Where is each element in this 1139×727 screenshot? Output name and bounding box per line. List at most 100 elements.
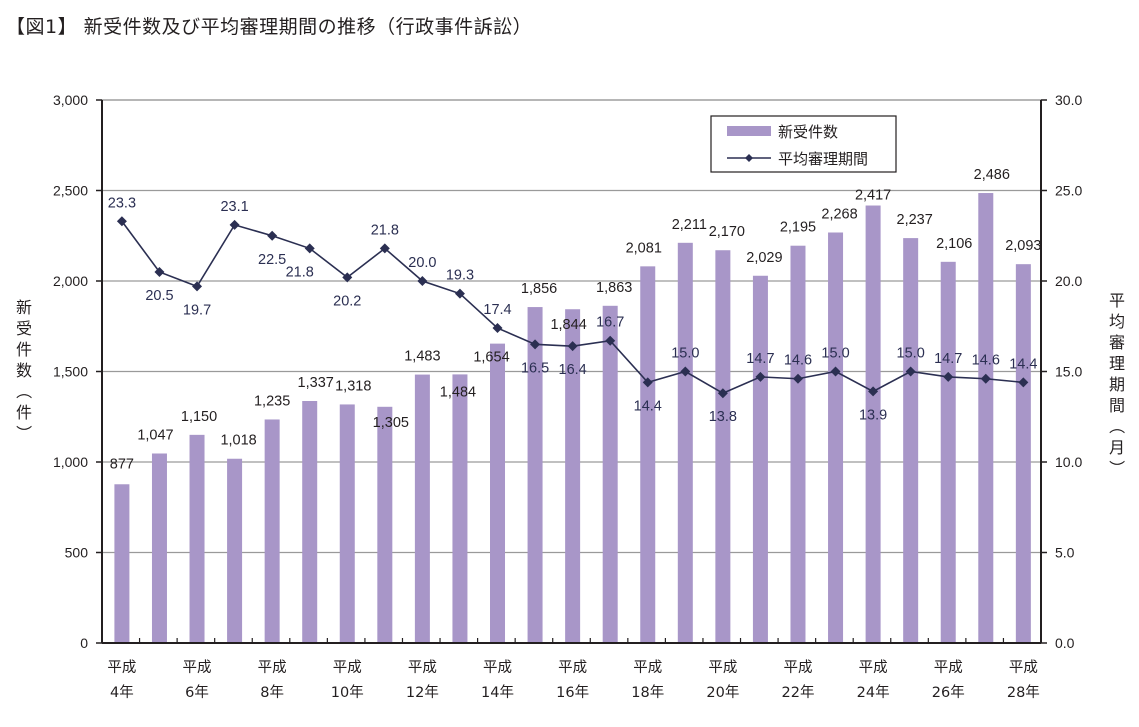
x-tick-label: 12年 — [406, 684, 439, 701]
bar-data-label: 1,484 — [440, 384, 476, 400]
x-tick-label: 26年 — [932, 684, 965, 701]
axis-title-char: 件 — [16, 403, 32, 422]
y-left-tick-label: 2,000 — [53, 273, 88, 289]
axes: 0 500 1,000 1,500 2,000 2,500 3,000 0.0 5.0 10.0 1… — [14, 92, 1126, 701]
bar-data-label: 1,337 — [298, 375, 334, 391]
bar — [565, 309, 581, 643]
bar-data-label: 1,844 — [550, 317, 586, 333]
bar — [640, 266, 656, 643]
axis-title-char: 件 — [16, 340, 32, 359]
line-marker — [717, 388, 728, 399]
line-marker — [342, 272, 353, 283]
bar — [339, 404, 355, 643]
legend-line-marker — [745, 154, 753, 162]
bar — [790, 245, 806, 643]
line-data-label: 23.3 — [108, 195, 136, 211]
bar-data-label: 2,417 — [855, 188, 891, 204]
bar-data-label: 2,029 — [746, 250, 782, 266]
axis-title-char: 受 — [16, 319, 32, 338]
axis-title-char: （ — [14, 383, 33, 399]
axis-title-char: ） — [1107, 460, 1126, 476]
y-left-tick-label: 3,000 — [53, 92, 88, 108]
y-left-axis-title: 新受件数（件） — [14, 298, 33, 441]
axis-title-char: 均 — [1109, 312, 1125, 331]
x-tick-label: 平成 — [633, 659, 662, 676]
line-marker — [492, 323, 503, 334]
x-tick-label: 16年 — [556, 684, 589, 701]
axis-title-char: 新 — [16, 298, 32, 317]
line-data-label: 21.8 — [286, 264, 314, 280]
y-left-tick-label: 1,500 — [53, 364, 88, 380]
bar-data-label: 1,318 — [335, 378, 371, 394]
line-data-label: 14.6 — [784, 353, 812, 369]
line-data-label: 19.3 — [446, 268, 474, 284]
x-tick-label: 24年 — [857, 684, 890, 701]
line-marker — [792, 373, 803, 384]
axis-title-char: ） — [14, 425, 33, 441]
bar-data-label: 2,106 — [936, 236, 972, 252]
line-data-label: 20.5 — [145, 288, 173, 304]
bar — [752, 275, 768, 643]
y-left-tick-label: 1,000 — [53, 454, 88, 470]
y-right-tick-label: 30.0 — [1055, 92, 1082, 108]
x-tick-label: 平成 — [483, 659, 512, 676]
bar — [490, 343, 506, 643]
bar — [264, 419, 280, 643]
line-marker — [116, 216, 127, 227]
y-left-tick-label: 0 — [80, 635, 88, 651]
axis-title-char: 平 — [1109, 291, 1125, 310]
line-marker — [830, 366, 841, 377]
bar-data-label: 1,018 — [220, 433, 256, 449]
chart-title: 【図1】 新受件数及び平均審理期間の推移（行政事件訴訟） — [6, 16, 533, 38]
bar-data-label: 2,237 — [897, 212, 933, 228]
axis-title-char: 月 — [1109, 438, 1125, 457]
line-marker — [755, 371, 766, 382]
bar-data-label: 2,170 — [709, 224, 745, 240]
bar — [828, 232, 844, 643]
x-tick-label: 10年 — [331, 684, 364, 701]
x-tick-label: 20年 — [706, 684, 739, 701]
y-left-tick-label: 500 — [65, 545, 89, 561]
bar — [227, 458, 243, 643]
bar-data-label: 1,654 — [473, 350, 509, 366]
x-tick-label: 平成 — [258, 659, 287, 676]
bar-data-label: 1,235 — [254, 393, 290, 409]
x-tick-label: 平成 — [708, 659, 737, 676]
bar — [189, 434, 205, 643]
line-marker — [605, 335, 616, 346]
bar-data-label: 2,268 — [821, 206, 857, 222]
line-data-label: 16.5 — [521, 360, 549, 376]
line-marker — [154, 266, 165, 277]
x-tick-label: 平成 — [107, 659, 136, 676]
line-marker — [1018, 377, 1029, 388]
x-tick-label: 平成 — [408, 659, 437, 676]
line-marker — [192, 281, 203, 292]
line-marker — [680, 366, 691, 377]
y-right-tick-label: 15.0 — [1055, 364, 1082, 380]
line-data-label: 13.8 — [709, 409, 737, 425]
bar — [527, 307, 543, 643]
legend-label-line: 平均審理期間 — [778, 150, 868, 168]
x-tick-label: 平成 — [333, 659, 362, 676]
line-marker — [868, 386, 879, 397]
bar-data-label: 1,150 — [181, 409, 217, 425]
axis-title-char: 審 — [1109, 333, 1125, 352]
x-tick-label: 22年 — [782, 684, 815, 701]
bar — [452, 374, 468, 643]
bar — [940, 261, 956, 643]
x-tick-label: 8年 — [260, 684, 284, 701]
x-tick-label: 平成 — [1009, 659, 1038, 676]
y-right-tick-label: 20.0 — [1055, 273, 1082, 289]
line-marker — [943, 371, 954, 382]
bar — [715, 250, 731, 644]
bar — [865, 205, 881, 643]
line-marker — [642, 377, 653, 388]
bar — [302, 401, 318, 643]
bar-data-label: 2,195 — [780, 220, 816, 236]
axis-title-char: （ — [1107, 418, 1126, 434]
line-data-label: 15.0 — [671, 346, 699, 362]
line-marker — [454, 288, 465, 299]
